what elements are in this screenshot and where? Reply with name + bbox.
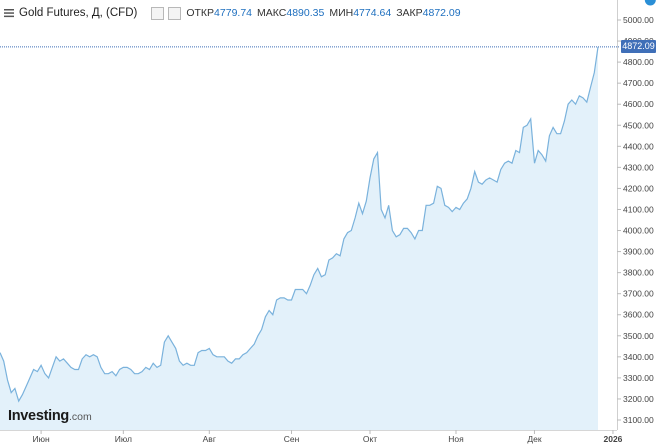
chart-header: Gold Futures, Д, (CFD) ОТКР 4779.74 МАКС 4… bbox=[0, 0, 461, 26]
y-tick-label: 4000.00 bbox=[623, 226, 654, 236]
close-label: ЗАКР bbox=[396, 7, 423, 19]
x-tick-label: Дек bbox=[527, 434, 541, 444]
x-tick-label: Июл bbox=[115, 434, 132, 444]
event-marker-dot[interactable] bbox=[644, 0, 656, 6]
event-marker[interactable]: P bbox=[644, 0, 656, 6]
x-tick-label: Окт bbox=[363, 434, 377, 444]
y-tick-label: 3900.00 bbox=[623, 247, 654, 257]
x-tick-label: Авг bbox=[203, 434, 216, 444]
x-tick-label: Июн bbox=[33, 434, 50, 444]
high-value: 4890.35 bbox=[286, 7, 325, 19]
investing-logo: Investing.com bbox=[8, 408, 92, 424]
x-tick-label: Ноя bbox=[448, 434, 464, 444]
logo-text: Investing bbox=[8, 408, 69, 424]
y-tick-label: 4500.00 bbox=[623, 120, 654, 130]
y-tick-label: 3800.00 bbox=[623, 268, 654, 278]
y-tick-label: 3200.00 bbox=[623, 394, 654, 404]
y-tick-label: 4600.00 bbox=[623, 99, 654, 109]
y-tick-label: 3400.00 bbox=[623, 352, 654, 362]
open-label: ОТКР bbox=[186, 7, 215, 19]
logo-suffix: .com bbox=[68, 411, 92, 423]
low-value: 4774.64 bbox=[353, 7, 392, 19]
y-tick-label: 4800.00 bbox=[623, 57, 654, 67]
price-line bbox=[0, 46, 599, 403]
y-tick-label: 3500.00 bbox=[623, 331, 654, 341]
settings-icon[interactable] bbox=[151, 6, 165, 20]
event-marker-label: P bbox=[648, 0, 653, 2]
close-icon[interactable] bbox=[168, 6, 182, 20]
y-tick-label: 3600.00 bbox=[623, 310, 654, 320]
x-tick-label: Сен bbox=[284, 434, 300, 444]
price-area-fill bbox=[0, 46, 598, 431]
x-tick-label: 2026 bbox=[603, 434, 622, 444]
high-label: МАКС bbox=[257, 7, 287, 19]
y-tick-label: 4100.00 bbox=[623, 204, 654, 214]
y-tick-label: 4200.00 bbox=[623, 183, 654, 193]
y-tick-label: 4700.00 bbox=[623, 78, 654, 88]
y-tick-label: 4300.00 bbox=[623, 162, 654, 172]
y-tick-label: 5000.00 bbox=[623, 15, 654, 25]
low-label: МИН bbox=[329, 7, 354, 19]
y-tick-label: 3100.00 bbox=[623, 415, 654, 425]
close-value: 4872.09 bbox=[422, 7, 461, 19]
menu-lines-icon[interactable] bbox=[3, 7, 15, 19]
chart-title: Gold Futures, Д, (CFD) bbox=[19, 7, 138, 19]
y-tick-label: 3300.00 bbox=[623, 373, 654, 383]
last-price-tag: 4872.09 bbox=[621, 40, 656, 53]
x-axis-ticks: ИюнИюлАвгСенОктНояДек202620 bbox=[33, 430, 623, 444]
y-axis-ticks: 3100.00 3200.00 3300.00 3400.00 3500.00 3600.… bbox=[617, 15, 654, 425]
open-value: 4779.74 bbox=[214, 7, 253, 19]
y-tick-label: 3700.00 bbox=[623, 289, 654, 299]
y-tick-label: 4400.00 bbox=[623, 141, 654, 151]
